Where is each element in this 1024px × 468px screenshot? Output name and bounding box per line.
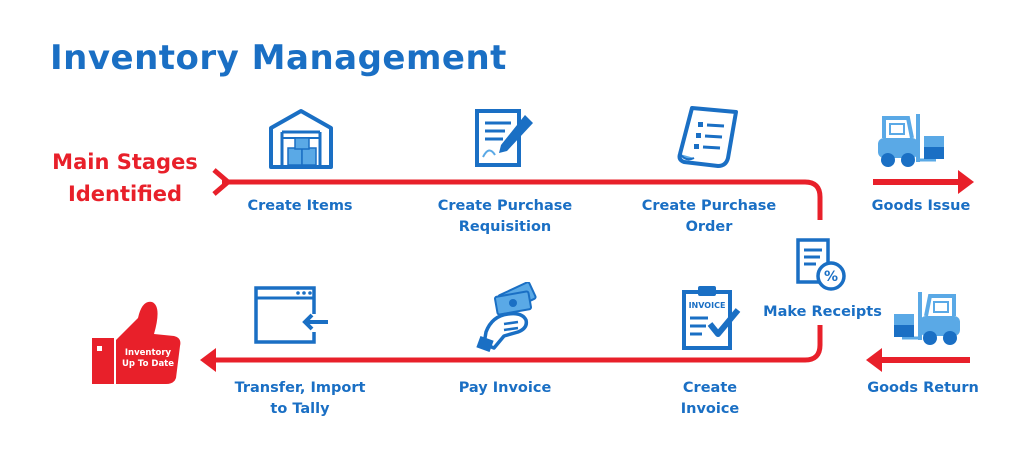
requisition-icon xyxy=(475,109,533,167)
stage-goods-issue: Goods Issue xyxy=(866,196,976,217)
transfer-icon xyxy=(254,286,330,344)
forklift-return-icon xyxy=(894,292,960,345)
stage-create-pr-line2: Requisition xyxy=(458,219,552,235)
svg-text:%: % xyxy=(824,269,838,285)
stage-create-pr-line1: Create Purchase xyxy=(437,198,573,214)
page-title: Inventory Management xyxy=(50,38,507,78)
stage-create-po-line1: Create Purchase xyxy=(641,198,777,214)
stage-transfer-import: Transfer, Import to Tally xyxy=(225,378,375,420)
main-stages-label: Main Stages Identified xyxy=(40,146,210,210)
stage-create-invoice: Create Invoice xyxy=(660,378,760,420)
thumbs-up-icon xyxy=(92,301,181,384)
thumbs-up-text: Inventory Up To Date xyxy=(116,348,180,370)
thumbs-up-line2: Up To Date xyxy=(121,359,175,369)
stage-create-po-line2: Order xyxy=(685,219,733,235)
stage-create-purchase-order: Create Purchase Order xyxy=(634,196,784,238)
stage-goods-issue-label: Goods Issue xyxy=(871,198,971,214)
stage-pay-invoice-label: Pay Invoice xyxy=(458,380,552,396)
invoice-icon-text: INVOICE xyxy=(689,301,726,310)
stage-make-receipts-label: Make Receipts xyxy=(763,304,882,320)
stage-create-items-label: Create Items xyxy=(247,198,353,214)
stage-goods-return-label: Goods Return xyxy=(867,380,979,396)
stage-pay-invoice: Pay Invoice xyxy=(440,378,570,399)
pay-invoice-icon xyxy=(476,282,537,352)
stage-goods-return: Goods Return xyxy=(862,378,984,399)
main-stages-line2: Identified xyxy=(67,182,183,206)
stage-transfer-line2: to Tally xyxy=(270,401,330,417)
stage-create-items: Create Items xyxy=(230,196,370,217)
stage-create-purchase-requisition: Create Purchase Requisition xyxy=(430,196,580,238)
invoice-icon: INVOICE xyxy=(682,286,741,350)
purchase-order-icon xyxy=(677,106,738,168)
main-stages-line1: Main Stages xyxy=(52,150,198,174)
stage-create-invoice-line2: Invoice xyxy=(680,401,740,417)
stage-make-receipts: Make Receipts xyxy=(760,302,885,323)
receipt-icon: % xyxy=(796,238,846,291)
warehouse-icon xyxy=(269,109,333,169)
forklift-icon xyxy=(878,114,944,167)
thumbs-up-line1: Inventory xyxy=(124,348,172,358)
stage-transfer-line1: Transfer, Import xyxy=(234,380,366,396)
stage-create-invoice-line1: Create xyxy=(682,380,738,396)
